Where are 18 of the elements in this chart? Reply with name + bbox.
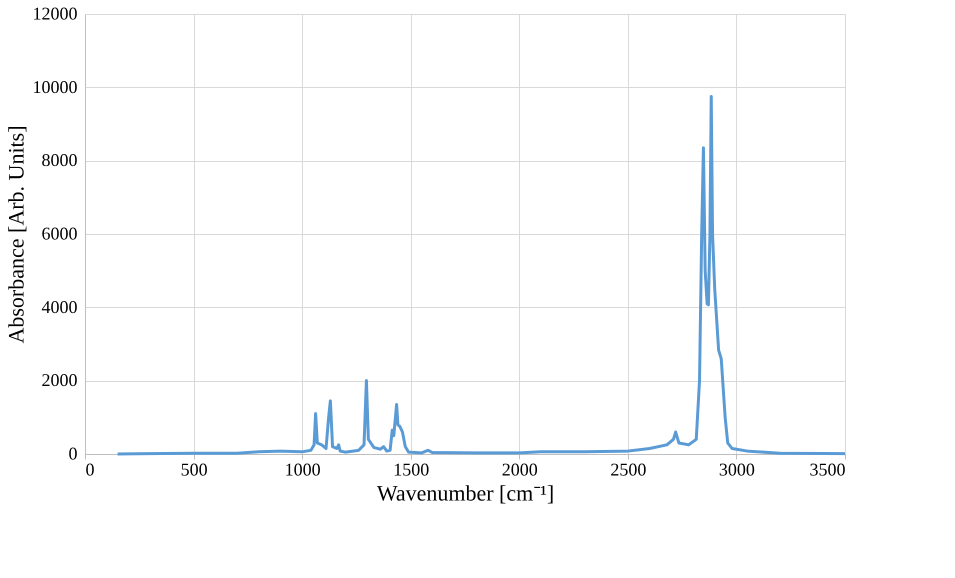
x-axis-title: Wavenumber [cm⁻¹] [376, 480, 554, 506]
x-tick-label: 500 [180, 460, 208, 480]
y-tick-label: 10000 [32, 76, 78, 97]
y-axis-title: Absorbance [Arb. Units] [4, 125, 28, 344]
x-tick-label: 0 [86, 460, 94, 480]
x-tick-label: 2000 [502, 460, 538, 480]
y-tick-label: 0 [68, 444, 78, 464]
x-tick-label: 1500 [393, 460, 430, 480]
line-series [116, 95, 846, 456]
x-tick-label: 3000 [718, 460, 755, 480]
y-tick-label: 12000 [32, 4, 78, 24]
y-tick-label: 4000 [42, 296, 78, 317]
y-tick-label: 6000 [42, 224, 78, 244]
y-tick-label: 8000 [42, 150, 78, 170]
y-tick-label: 2000 [42, 370, 78, 390]
x-tick-label: 1000 [284, 460, 321, 480]
x-tick-label: 2500 [610, 460, 646, 480]
x-tick-label: 3500 [810, 460, 846, 480]
